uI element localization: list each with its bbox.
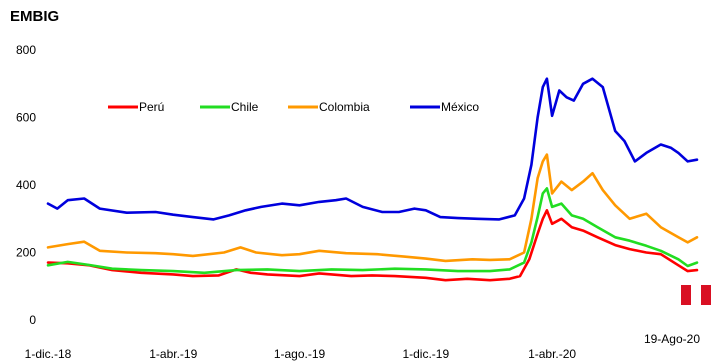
x-tick-label: 19-Ago-20 (644, 332, 700, 346)
series-line-3 (46, 77, 699, 221)
x-tick-label: 1-abr.-20 (528, 347, 576, 361)
chart-title: EMBIG (10, 8, 60, 25)
legend-label: Perú (139, 100, 164, 114)
peru-flag-icon (681, 285, 711, 305)
y-axis: 0 200 400 600 800 (16, 43, 36, 327)
legend-label: México (441, 100, 479, 114)
x-tick-label: 1-dic.-19 (402, 347, 449, 361)
legend-label: Colombia (319, 100, 370, 114)
y-tick-label: 200 (16, 246, 36, 260)
y-tick-label: 600 (16, 111, 36, 125)
series-line-1 (46, 187, 699, 275)
y-tick-label: 0 (29, 313, 36, 327)
x-axis: 1-dic.-18 1-abr.-19 1-ago.-19 1-dic.-19 1-ab… (25, 332, 701, 361)
series-line-0 (46, 209, 699, 282)
series-lines (46, 77, 699, 282)
x-tick-label: 1-ago.-19 (274, 347, 326, 361)
series-line-2 (46, 153, 699, 263)
legend: Perú Chile Colombia México (108, 100, 479, 114)
y-tick-label: 800 (16, 43, 36, 57)
x-tick-label: 1-dic.-18 (25, 347, 72, 361)
legend-label: Chile (231, 100, 259, 114)
x-tick-label: 1-abr.-19 (149, 347, 197, 361)
y-tick-label: 400 (16, 178, 36, 192)
